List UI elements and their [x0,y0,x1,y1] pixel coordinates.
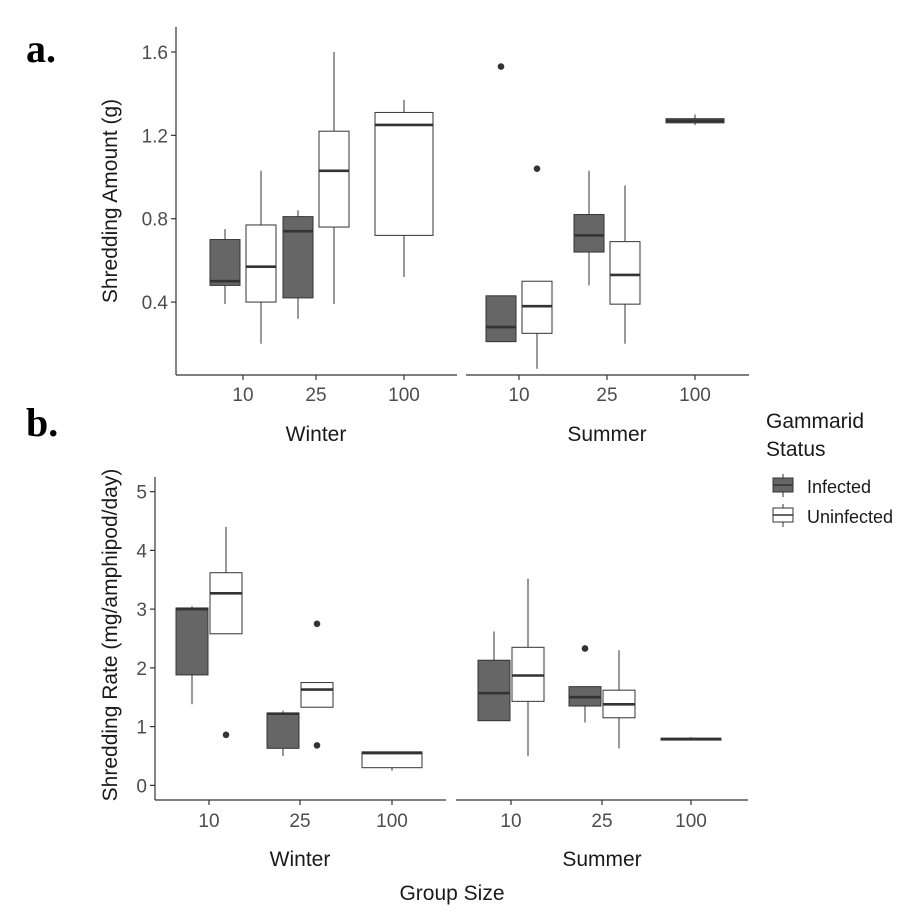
legend-key-uninfected [772,504,794,527]
legend-title-line-1: Gammarid [766,410,864,433]
x-tick-label: 10 [198,811,219,832]
legend-label-infected: Infected [807,477,871,497]
box-summer-10-infected [485,63,517,343]
x-tick-label: 25 [305,385,326,406]
panel-a-chart: 0.4 0.8 1.2 1.6 10 25 100 10 25 100 Winter Summe… [99,27,749,446]
panel-label-b: b. [26,400,58,445]
box-summer-25-uninfected [602,650,636,749]
box-iqr [374,111,434,236]
box-winter-25-infected [282,210,314,319]
y-tick-label: 0.4 [142,293,169,314]
box-iqr [318,130,350,228]
y-tick-label: 1 [136,718,147,739]
x-tick-label: 100 [388,385,420,406]
box-summer-100-infected [660,737,722,741]
box-summer-10-uninfected [511,578,545,756]
x-tick-label: 10 [232,385,253,406]
y-tick-label: 0.8 [142,210,168,231]
box-summer-25-infected [573,170,605,286]
outlier-point [313,620,321,628]
box-summer-25-infected [568,645,602,723]
box-iqr [477,659,511,722]
box-iqr [573,214,605,253]
y-tick-label: 3 [136,600,147,621]
facet-label-winter-b: Winter [270,848,331,871]
y-axis-title-a: Shredding Amount (g) [99,99,122,303]
box-winter-25-uninfected [318,52,350,305]
panel-b-chart: 0 1 2 3 4 5 10 25 100 10 25 100 Winter Summer Shre… [99,469,748,905]
outlier-point [533,165,541,173]
box-winter-10-uninfected [245,170,277,344]
y-tick-label: 0 [136,776,147,797]
box-iqr [245,224,277,303]
x-tick-label: 100 [679,385,711,406]
x-tick-label: 10 [500,811,521,832]
box-winter-25-uninfected [300,620,334,749]
box-iqr [266,712,300,749]
box-winter-100-uninfected [361,751,423,771]
y-tick-label: 2 [136,659,147,680]
y-axis-title-b: Shredding Rate (mg/amphipod/day) [99,469,122,802]
x-axis-title: Group Size [399,882,504,905]
outlier-point [222,731,230,739]
box-iqr [209,572,243,635]
box-summer-10-uninfected [521,165,553,369]
x-tick-label: 25 [289,811,310,832]
box-iqr [485,295,517,343]
x-tick-label: 25 [596,385,617,406]
panel-label-a: a. [26,26,56,71]
y-tick-label: 1.6 [142,43,168,64]
box-summer-100-infected [665,114,725,125]
x-tick-label: 10 [508,385,529,406]
box-winter-25-infected [266,710,300,756]
y-tick-label: 4 [136,541,147,562]
outlier-point [581,645,589,652]
legend-key-infected [772,474,794,497]
box-iqr [609,241,641,305]
box-winter-10-infected [209,229,241,305]
facet-label-summer-b: Summer [562,848,641,871]
x-tick-label: 25 [591,811,612,832]
box-iqr [300,682,334,708]
box-iqr [209,239,241,286]
facet-label-summer-a: Summer [567,423,646,446]
box-winter-10-uninfected [209,526,243,739]
outlier-point [497,63,505,70]
box-iqr [175,607,209,676]
x-tick-label: 100 [675,811,707,832]
x-tick-label: 100 [376,811,408,832]
box-summer-25-uninfected [609,185,641,344]
legend: Gammarid Status Infected Uninfected [766,410,893,527]
legend-title-line-2: Status [766,438,826,461]
legend-label-uninfected: Uninfected [807,507,893,527]
box-winter-100-uninfected [374,99,434,278]
outlier-point [313,742,321,749]
y-tick-label: 5 [136,483,147,504]
box-winter-10-infected [175,606,209,705]
facet-label-winter-a: Winter [286,423,347,446]
box-iqr [282,216,314,299]
y-tick-label: 1.2 [142,126,168,147]
box-summer-10-infected [477,631,511,722]
